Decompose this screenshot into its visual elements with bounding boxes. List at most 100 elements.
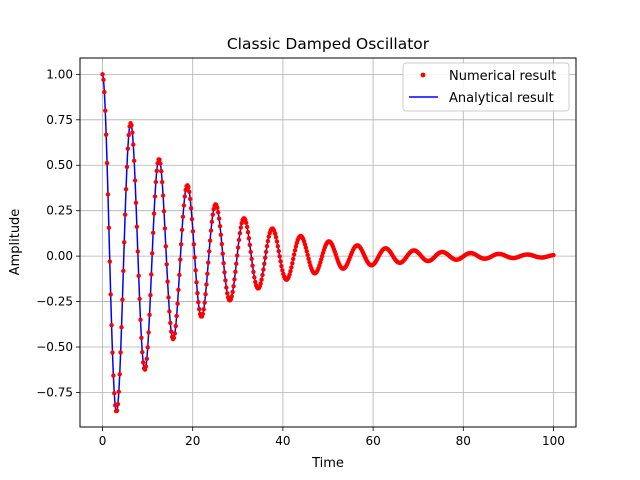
numerical-point (193, 268, 198, 273)
numerical-point (130, 130, 135, 135)
numerical-point (288, 268, 293, 274)
numerical-point (111, 373, 116, 378)
numerical-point (219, 241, 225, 247)
numerical-point (246, 236, 252, 241)
y-tick-label: −0.75 (36, 385, 73, 399)
numerical-point (272, 231, 278, 236)
numerical-point (304, 249, 309, 254)
numerical-point (207, 238, 213, 243)
numerical-point (122, 240, 127, 245)
numerical-point (223, 278, 228, 283)
numerical-point (277, 254, 282, 259)
numerical-point (102, 89, 107, 95)
numerical-point (150, 230, 156, 235)
legend-label-numerical: Numerical result (449, 69, 556, 84)
numerical-point (265, 238, 271, 244)
numerical-point (551, 252, 556, 258)
numerical-point (190, 229, 196, 234)
numerical-point (194, 280, 199, 285)
numerical-point (305, 252, 310, 258)
numerical-point (108, 292, 113, 297)
numerical-point (221, 261, 226, 266)
legend: Numerical result Analytical result (402, 62, 570, 112)
numerical-point (101, 77, 106, 82)
numerical-point (192, 255, 197, 260)
numerical-point (116, 389, 122, 394)
numerical-point (290, 261, 295, 266)
numerical-point (138, 317, 143, 323)
numerical-point (131, 142, 136, 147)
numerical-point (204, 282, 209, 287)
numerical-point (206, 249, 212, 254)
x-tick-label: 100 (542, 434, 565, 448)
numerical-point (153, 179, 159, 185)
numerical-point (234, 253, 240, 258)
numerical-point (144, 356, 150, 362)
numerical-point (208, 228, 214, 233)
numerical-point (222, 270, 227, 275)
numerical-point (205, 271, 210, 276)
numerical-point (218, 232, 224, 238)
numerical-point (215, 205, 220, 210)
numerical-point (132, 178, 138, 183)
numerical-point (186, 185, 191, 190)
numerical-point (251, 269, 256, 275)
numerical-point (229, 294, 234, 299)
numerical-point (280, 268, 285, 273)
numerical-point (143, 364, 149, 369)
numerical-point (115, 401, 121, 407)
numerical-point (152, 194, 158, 199)
numerical-point (244, 224, 250, 230)
numerical-point (247, 242, 253, 248)
grid (80, 58, 576, 427)
numerical-point (292, 248, 298, 253)
numerical-point (264, 244, 270, 249)
y-tick-label: 0.50 (46, 158, 73, 172)
numerical-point (202, 300, 207, 305)
numerical-point (118, 350, 123, 355)
numerical-point (151, 211, 157, 216)
numerical-point (266, 234, 272, 239)
numerical-point (261, 267, 266, 272)
plot-frame (79, 57, 577, 428)
numerical-point (216, 216, 222, 221)
numerical-point (162, 226, 168, 231)
numerical-point (291, 256, 296, 262)
numerical-point (302, 242, 308, 247)
x-tick-label: 60 (365, 434, 380, 448)
numerical-point (273, 235, 279, 240)
series-numerical-result (100, 72, 556, 414)
numerical-point (121, 268, 126, 274)
numerical-point (306, 256, 311, 261)
numerical-point (136, 273, 141, 278)
numerical-point (105, 192, 111, 197)
numerical-point (179, 227, 185, 233)
y-tick-label: 0.00 (46, 249, 73, 263)
numerical-point (129, 123, 134, 128)
numerical-point (220, 251, 225, 256)
numerical-point (137, 296, 142, 302)
numerical-point (109, 322, 114, 328)
numerical-point (169, 329, 174, 334)
numerical-point (131, 158, 137, 164)
legend-label-analytical: Analytical result (449, 91, 554, 106)
numerical-point (195, 290, 200, 296)
numerical-point (237, 231, 243, 236)
numerical-point (211, 207, 216, 212)
numerical-point (168, 320, 173, 326)
numerical-point (166, 295, 171, 300)
numerical-point (174, 313, 179, 319)
numerical-point (160, 193, 166, 198)
numerical-point (230, 289, 235, 295)
x-tick-label: 40 (275, 434, 290, 448)
numerical-point (135, 249, 140, 254)
numerical-point (133, 200, 139, 205)
legend-marker-numerical (420, 72, 426, 78)
numerical-point (217, 223, 223, 229)
numerical-point (181, 203, 187, 208)
numerical-point (249, 256, 254, 262)
numerical-point (235, 245, 241, 250)
numerical-point (232, 277, 237, 282)
numerical-point (178, 242, 184, 247)
